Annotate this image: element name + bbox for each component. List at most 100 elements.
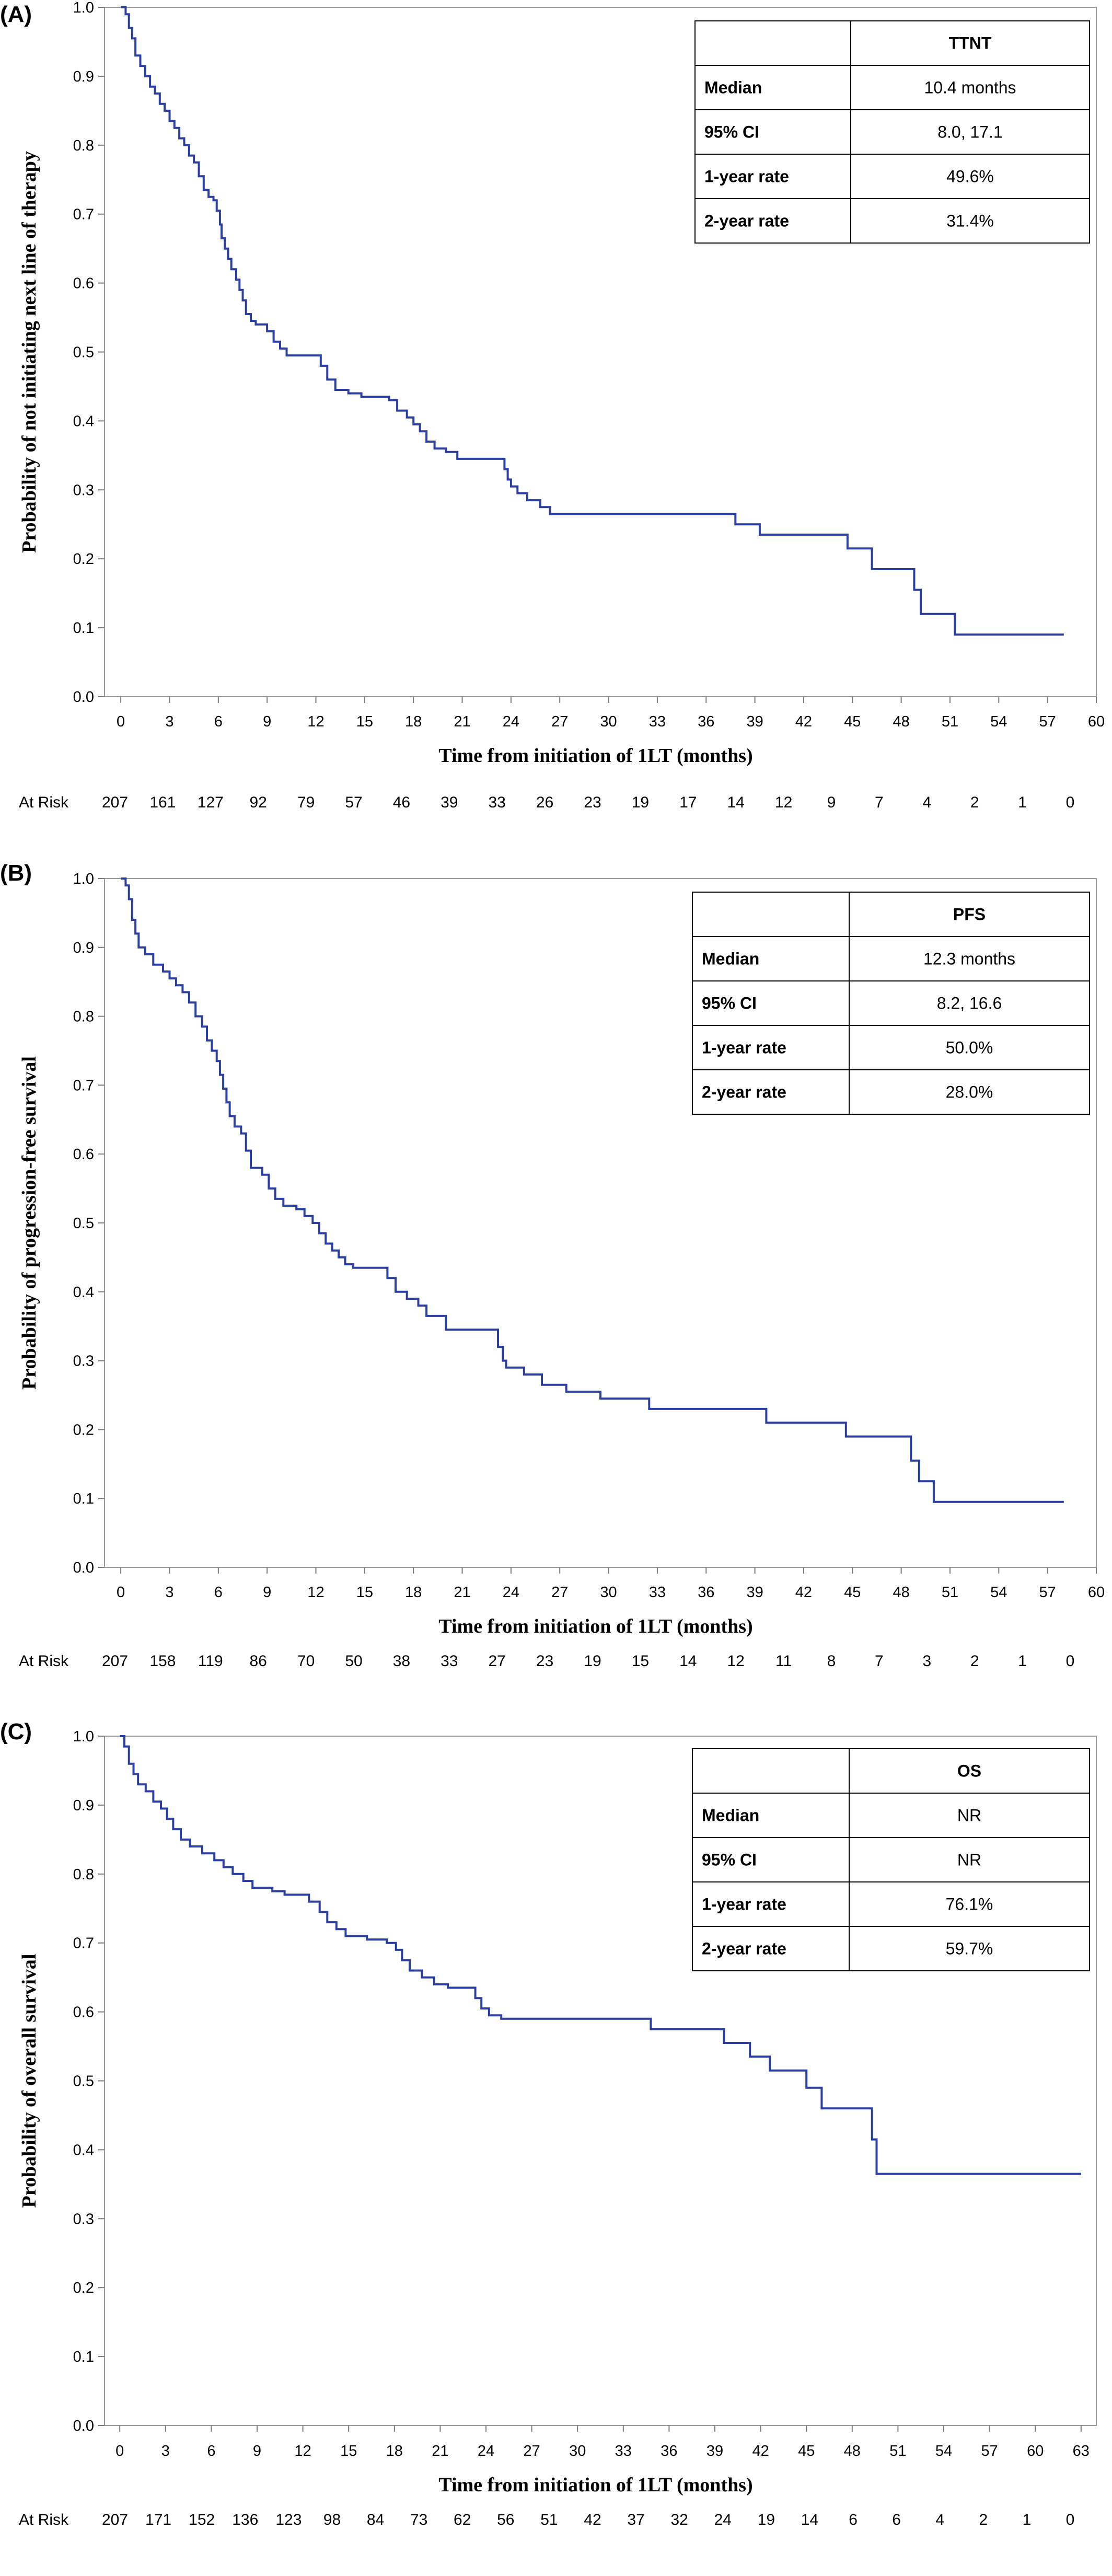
at-risk-value: 19: [758, 2511, 775, 2528]
at-risk-value: 3: [922, 1653, 931, 1670]
at-risk-value: 37: [627, 2511, 644, 2528]
panel-label: (A): [0, 2, 32, 27]
y-tick-label: 0.7: [73, 1935, 94, 1952]
at-risk-value: 26: [536, 794, 553, 811]
y-tick-label: 0.6: [73, 275, 94, 292]
at-risk-value: 161: [149, 794, 176, 811]
at-risk-value: 86: [250, 1653, 267, 1670]
y-tick-label: 0.4: [73, 1284, 94, 1301]
at-risk-value: 0: [1066, 794, 1075, 811]
x-tick-label: 45: [844, 1584, 861, 1601]
at-risk-value: 32: [670, 2511, 688, 2528]
table-row-label: 95% CI: [704, 123, 759, 142]
at-risk-value: 92: [250, 794, 267, 811]
risk-layer: 207 171 152 136 123 98 84 73 62 56 51 42 37 32 24 19 14 6…: [102, 2511, 1074, 2528]
summary-table: TTNT Median 10.4 months 95% CI 8.0, 17.1…: [694, 20, 1090, 244]
y-tick-label: 0.5: [73, 1215, 94, 1232]
x-tick-label: 54: [990, 1584, 1007, 1601]
table-row-value: 49.6%: [946, 167, 994, 186]
at-risk-value: 42: [584, 2511, 601, 2528]
at-risk-value: 6: [849, 2511, 858, 2528]
y-tick-label: 0.1: [73, 620, 94, 637]
x-tick-label: 0: [117, 713, 125, 730]
x-tick-label: 30: [569, 2443, 586, 2459]
chart-svg: (A) Probability of not initiating next l…: [0, 0, 1105, 811]
y-tick-label: 1.0: [73, 0, 94, 16]
x-tick-label: 9: [263, 1584, 271, 1601]
x-tick-label: 3: [165, 713, 173, 730]
table-row-label: Median: [702, 950, 759, 968]
table-header: OS: [957, 1762, 981, 1781]
y-tick-label: 0.2: [73, 551, 94, 568]
y-tick-label: 0.5: [73, 2073, 94, 2090]
at-risk-value: 19: [632, 794, 649, 811]
at-risk-value: 207: [102, 1653, 128, 1670]
at-risk-value: 1: [1018, 794, 1027, 811]
at-risk-value: 14: [801, 2511, 818, 2528]
x-tick-label: 33: [615, 2443, 632, 2459]
y-tick-label: 0.7: [73, 206, 94, 223]
table-border: [692, 1748, 1090, 1971]
at-risk-value: 9: [827, 794, 836, 811]
x-tick-label: 21: [454, 713, 470, 730]
at-risk-value: 79: [297, 794, 315, 811]
at-risk-value: 23: [584, 794, 601, 811]
panel-a: (A) Probability of not initiating next l…: [0, 0, 1112, 859]
at-risk-value: 33: [441, 1653, 458, 1670]
x-tick-label: 54: [990, 713, 1007, 730]
x-tick-label: 57: [1039, 1584, 1056, 1601]
y-tick-label: 0.0: [73, 689, 94, 706]
table-row-value: 8.2, 16.6: [937, 994, 1002, 1013]
x-tick-label: 60: [1088, 1584, 1105, 1601]
table-row-label: Median: [704, 78, 762, 97]
x-tick-label: 54: [935, 2443, 952, 2459]
x-tick-label: 0: [117, 1584, 125, 1601]
y-tick-label: 0.0: [73, 1560, 94, 1576]
at-risk-value: 27: [489, 1653, 506, 1670]
at-risk-value: 119: [198, 1653, 223, 1670]
table-row-label: Median: [702, 1806, 759, 1825]
x-tick-label: 6: [214, 713, 223, 730]
x-tick-label: 12: [307, 1584, 324, 1601]
y-tick-label: 0.9: [73, 1797, 94, 1814]
y-tick-label: 0.7: [73, 1077, 94, 1094]
table-row-label: 95% CI: [702, 994, 757, 1013]
x-tick-label: 21: [454, 1584, 470, 1601]
table-row-label: 1-year rate: [702, 1895, 786, 1914]
table-row-value: 31.4%: [946, 212, 994, 230]
table-row-label: 2-year rate: [702, 1083, 786, 1102]
risk-layer: 207 158 119 86 70 50 38 33 27 23 19 15 14 12 11 8 7 3 2 1 0: [102, 1653, 1074, 1670]
x-tick-label: 24: [478, 2443, 494, 2459]
table-row-value: 28.0%: [946, 1083, 993, 1102]
table-row-label: 1-year rate: [702, 1038, 786, 1057]
x-tick-label: 24: [503, 713, 519, 730]
at-risk-value: 33: [489, 794, 506, 811]
x-tick-label: 39: [706, 2443, 723, 2459]
x-tick-label: 12: [294, 2443, 311, 2459]
at-risk-value: 24: [714, 2511, 732, 2528]
y-tick-label: 0.9: [73, 68, 94, 85]
x-tick-label: 63: [1073, 2443, 1090, 2459]
at-risk-value: 207: [102, 2511, 128, 2528]
at-risk-value: 4: [935, 2511, 944, 2528]
y-tick-label: 1.0: [73, 871, 94, 887]
at-risk-value: 12: [775, 794, 792, 811]
at-risk-value: 11: [775, 1653, 792, 1670]
x-tick-label: 3: [161, 2443, 170, 2459]
x-tick-label: 51: [942, 713, 958, 730]
at-risk-value: 136: [232, 2511, 258, 2528]
at-risk-value: 152: [189, 2511, 215, 2528]
plot-layer: 0.00.10.20.30.40.50.60.70.80.91.00 3 6 9 12 1…: [73, 0, 1105, 730]
x-axis-label: Time from initiation of 1LT (months): [438, 745, 752, 767]
chart-svg: (C) Probability of overall survival Time…: [0, 1719, 1097, 2528]
at-risk-value: 0: [1066, 1653, 1075, 1670]
y-tick-label: 0.4: [73, 413, 94, 430]
x-tick-label: 57: [981, 2443, 998, 2459]
x-tick-label: 48: [893, 713, 909, 730]
at-risk-value: 171: [145, 2511, 171, 2528]
at-risk-value: 14: [727, 794, 745, 811]
table-row-value: 8.0, 17.1: [937, 123, 1003, 142]
y-axis-label: Probability of progression-free survival: [18, 1056, 40, 1390]
x-tick-label: 33: [649, 1584, 666, 1601]
y-tick-label: 0.9: [73, 940, 94, 956]
